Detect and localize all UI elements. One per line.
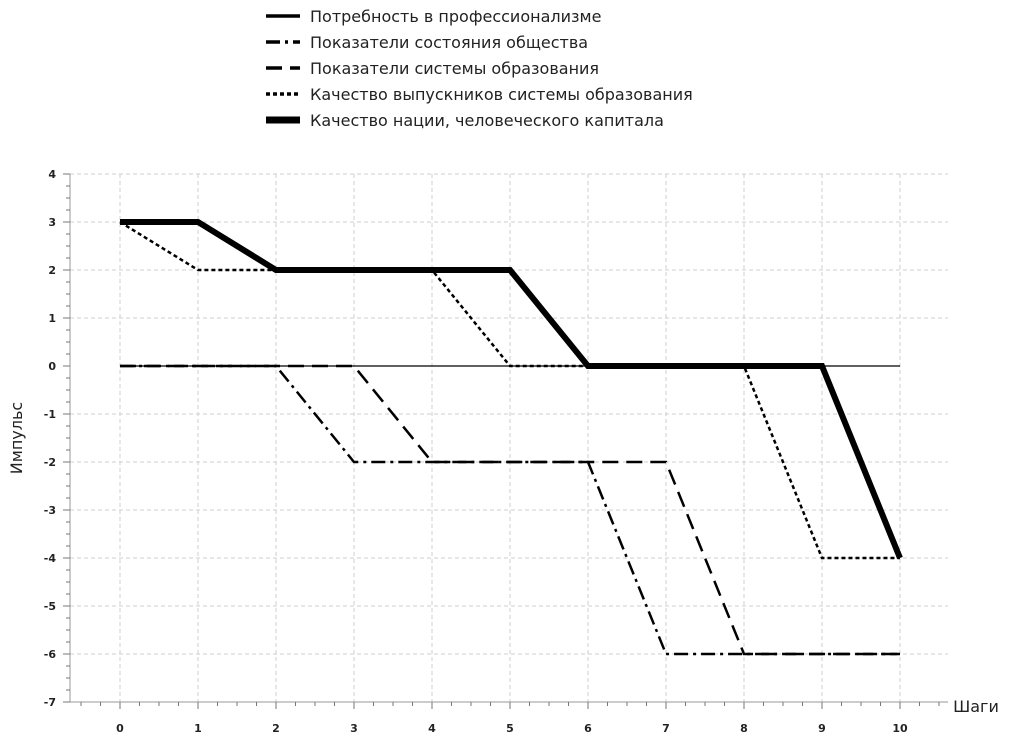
x-tick-label: 6 (584, 722, 592, 735)
y-tick-label: -1 (44, 408, 56, 421)
x-tick-label: 4 (428, 722, 436, 735)
axes (63, 173, 948, 709)
legend: Потребность в профессионализме Показатели… (266, 7, 693, 130)
series-layer (119, 219, 903, 656)
y-tick-label: -6 (44, 648, 57, 661)
y-tick-label: 1 (48, 312, 56, 325)
y-tick-label: -5 (44, 600, 56, 613)
legend-label: Потребность в профессионализме (310, 7, 601, 26)
legend-label: Качество нации, человеческого капитала (310, 111, 664, 130)
legend-label: Показатели системы образования (310, 59, 599, 78)
y-tick-label: -7 (44, 696, 56, 709)
series-line-3 (120, 364, 900, 656)
y-tick-label: -4 (44, 552, 57, 565)
x-axis-title: Шаги (953, 697, 999, 716)
grid (70, 173, 948, 703)
y-tick-label: 3 (48, 216, 56, 229)
x-tick-label: 0 (116, 722, 124, 735)
x-tick-label: 3 (350, 722, 358, 735)
y-tick-label: 4 (48, 168, 56, 181)
y-tick-label: -3 (44, 504, 56, 517)
series-line-4 (119, 220, 900, 560)
x-tick-label: 9 (818, 722, 826, 735)
legend-label: Качество выпускников системы образования (310, 85, 693, 104)
y-tick-label: 2 (48, 264, 56, 277)
x-tick-label: 1 (194, 722, 202, 735)
x-tick-label: 5 (506, 722, 514, 735)
y-tick-label: 0 (48, 360, 56, 373)
y-axis-title: Импульс (7, 402, 26, 474)
legend-label: Показатели состояния общества (310, 33, 588, 52)
x-tick-label: 8 (740, 722, 748, 735)
x-tick-label: 2 (272, 722, 280, 735)
x-tick-label: 10 (892, 722, 908, 735)
series-line-5 (120, 219, 903, 560)
x-tick-label: 7 (662, 722, 670, 735)
y-tick-label: -2 (44, 456, 56, 469)
